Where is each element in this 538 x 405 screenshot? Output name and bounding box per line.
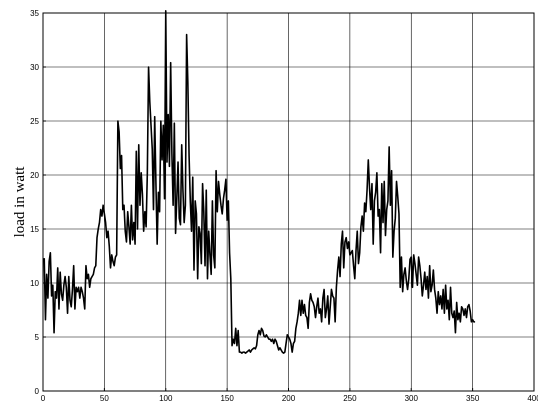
y-axis-label: load in watt	[12, 166, 28, 238]
x-tick-label: 200	[282, 394, 296, 403]
series-layer	[43, 10, 476, 355]
x-tick-label: 400	[527, 394, 538, 403]
y-tick-label: 35	[30, 9, 39, 18]
x-tick-label: 350	[466, 394, 480, 403]
y-tick-label: 15	[30, 225, 39, 234]
load-series-line	[43, 10, 476, 355]
grid	[43, 13, 534, 391]
x-axis-ticks: 0 50 100 150 200 250 300 350 400	[41, 388, 538, 403]
y-axis-ticks: 0 5 10 15 20 25 30 35	[30, 9, 46, 396]
y-tick-label: 30	[30, 63, 39, 72]
x-tick-label: 300	[405, 394, 419, 403]
y-tick-label: 0	[35, 387, 40, 396]
y-tick-label: 10	[30, 279, 39, 288]
x-tick-label: 0	[41, 394, 46, 403]
x-tick-label: 100	[159, 394, 173, 403]
x-tick-label: 50	[100, 394, 109, 403]
x-tick-label: 250	[343, 394, 357, 403]
y-tick-label: 25	[30, 117, 39, 126]
x-tick-label: 150	[220, 394, 234, 403]
y-tick-label: 20	[30, 171, 39, 180]
y-tick-label: 5	[35, 333, 40, 342]
